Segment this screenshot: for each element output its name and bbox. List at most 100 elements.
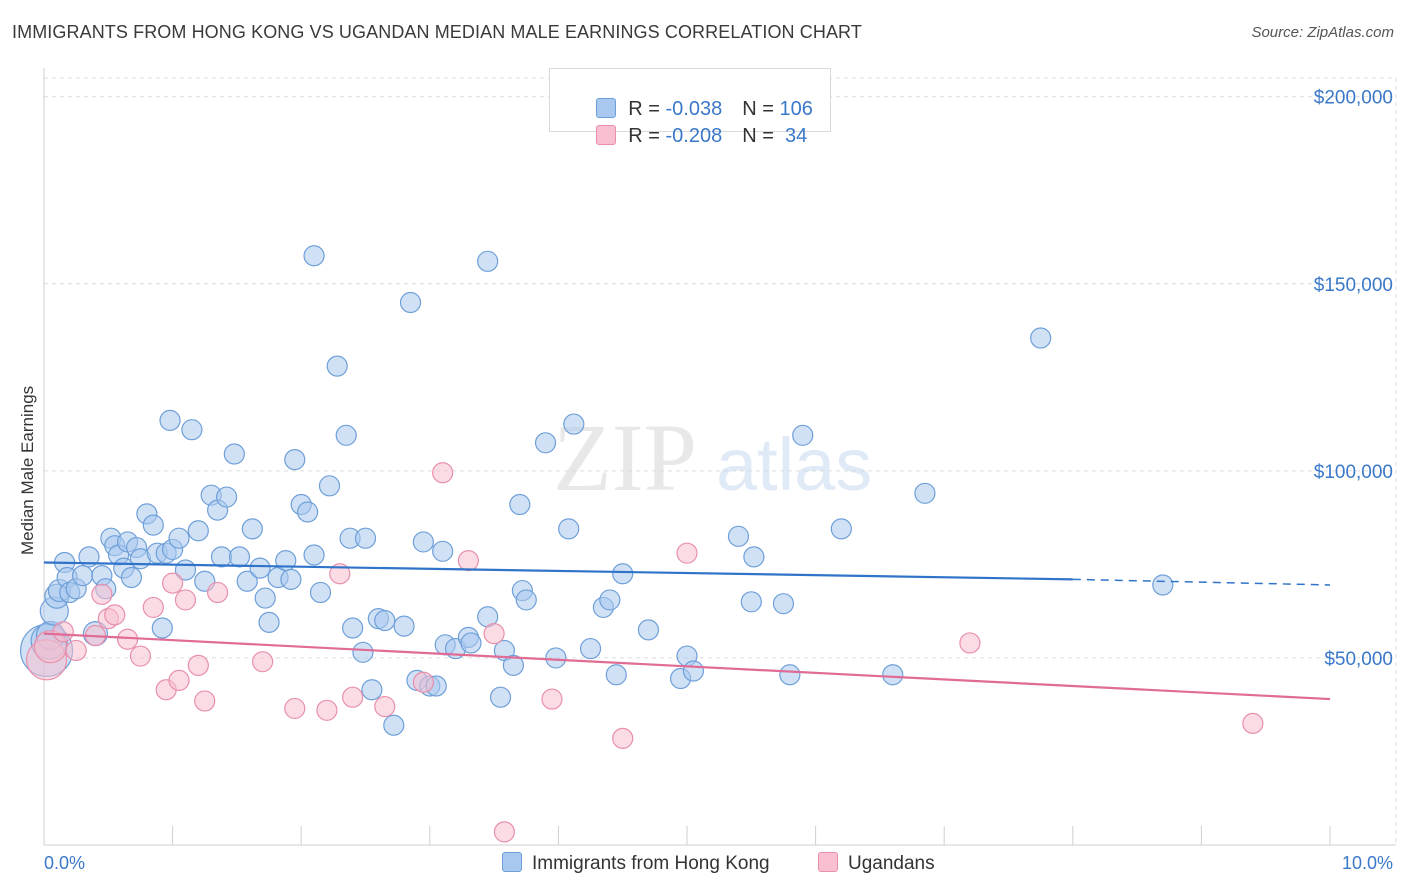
trend-lines — [43, 561, 1331, 701]
point-hong-kong — [1152, 574, 1174, 596]
point-hong-kong — [78, 546, 100, 568]
point-ugandans — [612, 727, 634, 749]
point-hong-kong — [682, 660, 705, 682]
point-hong-kong — [534, 432, 557, 454]
source-label: Source: ZipAtlas.com — [1251, 24, 1394, 41]
point-ugandans — [342, 686, 364, 708]
point-hong-kong — [187, 520, 209, 542]
correlation-legend: R = -0.038 N = 106 R = -0.208 N = 34 — [549, 68, 831, 147]
legend-n-label: N = — [742, 125, 780, 147]
point-hong-kong — [342, 617, 364, 639]
point-ugandans — [676, 542, 698, 564]
point-hong-kong — [412, 531, 434, 553]
legend-r-value-hong-kong: -0.038 — [665, 98, 723, 120]
legend-row-ugandans: R = -0.208 N = 34 — [574, 102, 807, 147]
legend-swatch-hong-kong — [502, 852, 522, 872]
point-hong-kong — [297, 501, 319, 523]
point-hong-kong — [545, 647, 567, 669]
point-hong-kong — [393, 615, 415, 637]
point-hong-kong — [159, 409, 181, 431]
point-hong-kong — [509, 493, 531, 516]
x-tick-label: 10.0% — [1342, 853, 1393, 873]
point-hong-kong — [1030, 327, 1052, 349]
point-hong-kong — [361, 679, 383, 701]
point-ugandans — [284, 697, 306, 720]
point-hong-kong — [432, 540, 454, 562]
chart-title: IMMIGRANTS FROM HONG KONG VS UGANDAN MED… — [12, 22, 862, 42]
point-hong-kong — [914, 482, 936, 504]
point-hong-kong — [151, 617, 173, 639]
legend-r-label: R = — [628, 125, 666, 147]
point-hong-kong — [120, 566, 143, 589]
point-hong-kong — [249, 557, 271, 579]
point-hong-kong — [280, 568, 302, 590]
point-ugandans — [168, 669, 190, 691]
point-hong-kong — [228, 546, 251, 568]
y-tick-label: $150,000 — [1314, 275, 1393, 296]
point-hong-kong — [772, 593, 795, 615]
legend-label-ugandans: Ugandans — [848, 853, 935, 874]
point-hong-kong — [216, 486, 238, 508]
point-ugandans — [104, 604, 126, 626]
point-ugandans — [1242, 712, 1264, 735]
point-ugandans — [374, 695, 396, 718]
trend-line-ugandans — [43, 632, 1331, 701]
legend-n-label: N = — [742, 98, 780, 120]
y-tick-labels: $50,000 $100,000 $150,000 $200,000 — [1314, 88, 1393, 670]
point-hong-kong — [318, 475, 341, 497]
point-ugandans — [162, 572, 184, 594]
point-hong-kong — [599, 589, 621, 611]
legend-n-value-ugandans: 34 — [779, 125, 808, 147]
point-ugandans — [52, 621, 74, 643]
point-hong-kong — [830, 518, 852, 540]
point-hong-kong — [743, 546, 765, 568]
point-ugandans — [541, 688, 563, 710]
y-tick-label: $100,000 — [1314, 462, 1393, 483]
point-hong-kong — [352, 641, 374, 663]
point-ugandans — [493, 821, 515, 843]
legend-swatch-hong-kong — [596, 98, 617, 118]
point-ugandans — [194, 690, 216, 712]
trend-line-hong-kong — [43, 561, 1073, 581]
point-hong-kong — [477, 250, 499, 272]
axes — [43, 68, 1396, 846]
legend-swatch-ugandans — [596, 125, 617, 145]
point-hong-kong — [326, 355, 348, 377]
point-ugandans — [457, 550, 479, 572]
watermark: ZIP atlas — [553, 404, 872, 511]
point-hong-kong — [236, 570, 258, 592]
point-ugandans — [316, 699, 338, 721]
point-ugandans — [252, 651, 274, 673]
legend-r-label: R = — [628, 98, 666, 120]
point-ugandans — [174, 589, 197, 611]
point-hong-kong — [558, 518, 580, 540]
point-hong-kong — [605, 664, 627, 686]
point-hong-kong — [515, 589, 537, 611]
point-hong-kong — [303, 245, 325, 267]
y-axis-label: Median Male Earnings — [18, 386, 37, 555]
point-hong-kong — [882, 664, 904, 686]
point-hong-kong — [637, 619, 660, 641]
series-legend: Immigrants from Hong Kong Ugandans — [0, 852, 1406, 878]
point-hong-kong — [727, 525, 750, 547]
point-hong-kong — [181, 419, 203, 441]
point-hong-kong — [740, 591, 762, 613]
point-hong-kong — [354, 527, 377, 549]
point-hong-kong — [374, 609, 396, 632]
point-hong-kong — [383, 714, 405, 736]
point-hong-kong — [254, 587, 276, 609]
point-ugandans — [959, 632, 981, 654]
point-hong-kong — [489, 686, 512, 708]
point-hong-kong — [309, 581, 332, 604]
point-ugandans — [432, 462, 454, 484]
point-hong-kong — [210, 546, 233, 568]
x-tick-labels: 0.0% 10.0% — [44, 853, 1393, 873]
x-tick-label: 0.0% — [44, 853, 85, 873]
point-hong-kong — [284, 449, 306, 471]
point-hong-kong — [258, 611, 280, 633]
legend-item-ugandans[interactable]: Ugandans — [818, 852, 935, 875]
legend-r-value-ugandans: -0.208 — [665, 125, 723, 147]
legend-item-hong-kong[interactable]: Immigrants from Hong Kong — [502, 852, 770, 875]
point-hong-kong — [460, 632, 482, 654]
